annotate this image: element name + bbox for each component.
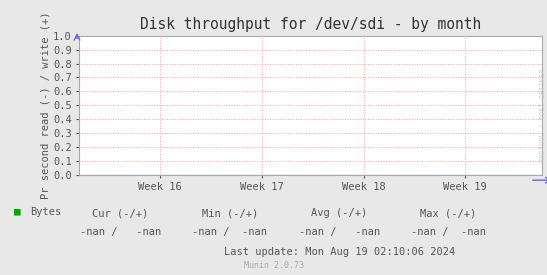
Text: Max (-/+): Max (-/+) [421,208,476,218]
Text: -nan /   -nan: -nan / -nan [80,227,161,237]
Text: -nan /  -nan: -nan / -nan [411,227,486,237]
Text: ■: ■ [14,207,20,217]
Text: Last update: Mon Aug 19 02:10:06 2024: Last update: Mon Aug 19 02:10:06 2024 [224,247,455,257]
Title: Disk throughput for /dev/sdi - by month: Disk throughput for /dev/sdi - by month [140,17,481,32]
Text: Avg (-/+): Avg (-/+) [311,208,367,218]
Text: Min (-/+): Min (-/+) [202,208,258,218]
Text: Munin 2.0.73: Munin 2.0.73 [243,261,304,270]
Text: -nan /  -nan: -nan / -nan [192,227,267,237]
Text: Cur (-/+): Cur (-/+) [92,208,148,218]
Text: RRDTOOL / TOBI OETIKER: RRDTOOL / TOBI OETIKER [540,69,546,162]
Text: Bytes: Bytes [30,207,61,217]
Y-axis label: Pr second read (-) / write (+): Pr second read (-) / write (+) [40,12,50,199]
Text: -nan /   -nan: -nan / -nan [299,227,380,237]
